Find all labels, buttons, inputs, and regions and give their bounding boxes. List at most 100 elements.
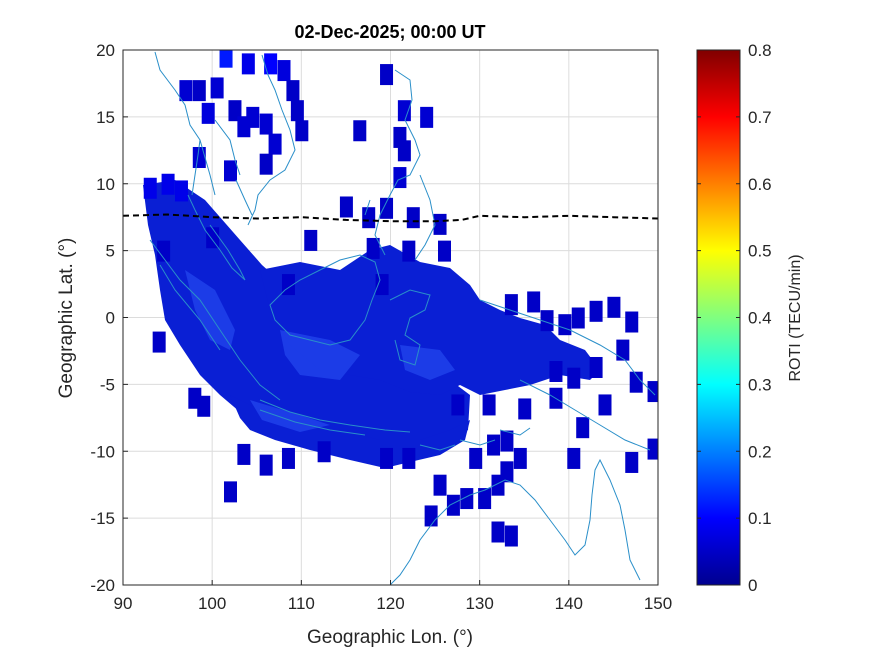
roti-point bbox=[625, 311, 639, 333]
roti-point bbox=[478, 488, 492, 510]
roti-point bbox=[157, 240, 171, 262]
colorbar-label: ROTI (TECU/min) bbox=[787, 254, 804, 381]
roti-point bbox=[224, 481, 237, 503]
roti-point bbox=[567, 367, 581, 389]
colorbar-tick-label: 0.7 bbox=[748, 108, 772, 127]
colorbar-tick-label: 0.4 bbox=[748, 309, 772, 328]
roti-point bbox=[366, 237, 380, 259]
roti-point bbox=[589, 300, 603, 322]
coast-philippines bbox=[364, 69, 436, 261]
y-tick-label: 15 bbox=[96, 108, 115, 127]
roti-point bbox=[402, 240, 416, 262]
roti-point bbox=[567, 447, 581, 469]
coast-sumatra bbox=[149, 239, 281, 401]
roti-point bbox=[446, 494, 460, 516]
roti-point bbox=[647, 381, 658, 403]
roti-point bbox=[192, 147, 206, 168]
roti-point bbox=[504, 525, 518, 547]
roti-point bbox=[460, 488, 474, 510]
roti-point bbox=[402, 447, 416, 469]
y-tick-label: 20 bbox=[96, 41, 115, 60]
roti-point bbox=[317, 441, 331, 463]
colorbar-tick-label: 0.6 bbox=[748, 175, 772, 194]
roti-point bbox=[540, 310, 554, 332]
roti-point bbox=[433, 474, 447, 496]
roti-point bbox=[607, 296, 621, 318]
roti-point bbox=[295, 120, 309, 142]
colorbar-tick-label: 0.8 bbox=[748, 41, 772, 60]
x-tick-label: 120 bbox=[376, 594, 404, 613]
colorbar-tick-label: 0 bbox=[748, 576, 757, 595]
colorbar-tick-label: 0.3 bbox=[748, 375, 772, 394]
x-tick-label: 130 bbox=[465, 594, 493, 613]
roti-point bbox=[397, 100, 411, 122]
roti-point bbox=[491, 521, 505, 543]
roti-point bbox=[482, 394, 496, 416]
roti-point bbox=[500, 461, 514, 483]
y-tick-label: -5 bbox=[100, 375, 115, 394]
roti-point bbox=[161, 173, 175, 195]
coast-islands-east bbox=[419, 427, 531, 451]
colorbar bbox=[696, 49, 741, 586]
roti-point bbox=[380, 447, 394, 469]
x-tick-label: 90 bbox=[114, 594, 133, 613]
y-tick-label: 0 bbox=[106, 309, 115, 328]
roti-point bbox=[237, 443, 251, 465]
roti-point bbox=[179, 80, 193, 102]
roti-point bbox=[513, 447, 527, 469]
roti-point bbox=[558, 314, 572, 336]
roti-point bbox=[219, 50, 233, 68]
coast-borneo bbox=[269, 254, 381, 346]
roti-point bbox=[549, 361, 563, 382]
patch-2 bbox=[280, 330, 360, 380]
roti-point bbox=[469, 447, 483, 469]
roti-point bbox=[210, 77, 224, 99]
roti-points bbox=[143, 50, 658, 547]
roti-point bbox=[500, 430, 514, 452]
roti-point bbox=[420, 106, 434, 128]
roti-point bbox=[174, 180, 188, 202]
colorbar-tick-label: 0.2 bbox=[748, 442, 772, 461]
roti-point bbox=[438, 240, 451, 262]
x-axis-label: Geographic Lon. (°) bbox=[307, 627, 473, 648]
roti-point bbox=[286, 80, 300, 102]
x-tick-label: 110 bbox=[288, 594, 315, 613]
y-tick-label: -20 bbox=[90, 576, 115, 595]
roti-point bbox=[406, 207, 420, 229]
roti-point bbox=[375, 274, 389, 296]
colorbar-tick-label: 0.5 bbox=[748, 242, 772, 261]
roti-point bbox=[487, 434, 501, 456]
roti-point bbox=[589, 356, 603, 378]
roti-point bbox=[571, 307, 585, 329]
roti-point bbox=[264, 53, 278, 75]
roti-point bbox=[625, 451, 639, 473]
roti-point bbox=[616, 339, 630, 361]
coast-sulawesi bbox=[389, 289, 431, 366]
roti-point bbox=[241, 53, 255, 75]
y-tick-label: -10 bbox=[90, 442, 115, 461]
x-tick-label: 100 bbox=[198, 594, 226, 613]
roti-point bbox=[237, 116, 251, 138]
roti-highlight-patches bbox=[185, 270, 455, 432]
roti-point bbox=[268, 133, 282, 155]
roti-point bbox=[201, 102, 215, 124]
y-tick-label: 5 bbox=[106, 242, 115, 261]
roti-point bbox=[397, 140, 411, 162]
coast-new-guinea bbox=[479, 299, 656, 451]
chart-title: 02-Dec-2025; 00:00 UT bbox=[294, 22, 485, 42]
roti-point bbox=[576, 417, 590, 439]
roti-point bbox=[353, 120, 367, 142]
y-tick-labels: 20 15 10 5 0 -5 -10 -15 -20 bbox=[90, 41, 128, 595]
roti-point bbox=[362, 207, 376, 229]
roti-point bbox=[433, 213, 447, 235]
roti-point bbox=[192, 80, 206, 102]
y-axis-label: Geographic Lat. (°) bbox=[56, 238, 77, 399]
roti-point bbox=[281, 447, 295, 469]
roti-point bbox=[228, 100, 242, 122]
roti-point bbox=[518, 398, 532, 420]
coast-indochina bbox=[154, 51, 296, 226]
y-tick-label: -15 bbox=[90, 509, 115, 528]
x-tick-label: 140 bbox=[555, 594, 583, 613]
x-tick-labels: 90 100 110 120 130 140 150 bbox=[114, 580, 672, 613]
roti-point bbox=[197, 395, 211, 417]
